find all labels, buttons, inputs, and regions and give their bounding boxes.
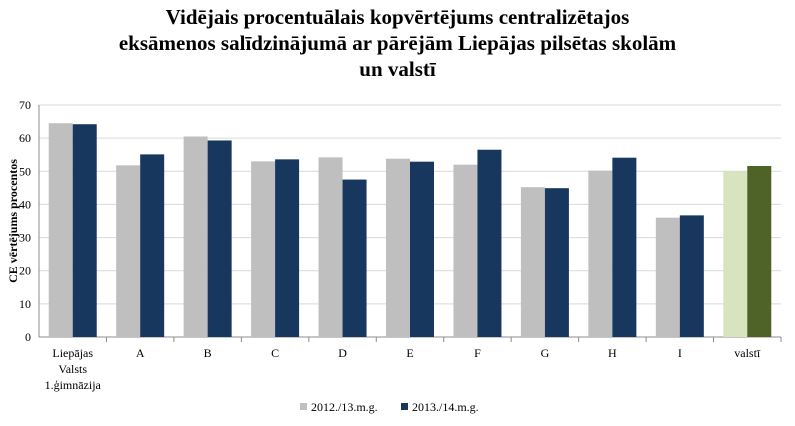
bar-series-1 — [453, 164, 478, 337]
bar-series-1 — [183, 136, 208, 337]
x-category-label: G — [541, 346, 550, 360]
x-category-label: I — [678, 346, 682, 360]
x-category-label: 1.ģimnāzija — [45, 378, 102, 392]
bar-series-2 — [747, 165, 772, 337]
legend-swatch — [300, 403, 307, 410]
y-tick-label: 60 — [19, 131, 31, 145]
legend: 2012./13.m.g. 2013./14.m.g. — [300, 400, 479, 414]
x-category-label: H — [608, 346, 617, 360]
bar-series-1 — [655, 217, 680, 337]
x-category-label: Liepājas — [52, 346, 93, 360]
y-tick-label: 50 — [19, 164, 31, 178]
chart-title-line-1: Vidējais procentuālais kopvērtējums cent… — [165, 5, 630, 29]
bar-series-2 — [477, 149, 502, 337]
bar-series-1 — [723, 171, 748, 337]
x-category-label: D — [338, 346, 347, 360]
bar-series-2 — [72, 124, 97, 337]
y-tick-label: 0 — [25, 330, 31, 344]
bars — [48, 123, 772, 337]
chart-title-line-2: eksāmenos salīdzinājumā ar pārējām Liepā… — [118, 31, 677, 55]
x-category-label: valstī — [734, 346, 761, 360]
y-tick-label: 40 — [19, 197, 31, 211]
bar-series-2 — [207, 140, 232, 337]
y-tick-label: 10 — [19, 297, 31, 311]
bar-series-1 — [251, 161, 276, 337]
bar-series-2 — [612, 157, 637, 337]
y-tick-label: 30 — [19, 231, 31, 245]
x-category-label: A — [136, 346, 145, 360]
bar-series-1 — [588, 170, 613, 337]
x-category-label: F — [474, 346, 481, 360]
bar-series-2 — [544, 188, 569, 337]
y-tick-labels: 0 10 20 30 40 50 60 70 — [19, 98, 31, 344]
bar-series-2 — [342, 179, 367, 337]
y-tick-label: 20 — [19, 264, 31, 278]
bar-series-1 — [116, 165, 141, 337]
bar-series-2 — [140, 154, 165, 337]
legend-label: 2013./14.m.g. — [412, 400, 479, 414]
x-category-label: C — [271, 346, 279, 360]
bar-series-1 — [318, 157, 343, 337]
bar-series-1 — [386, 158, 410, 337]
legend-swatch — [401, 403, 408, 410]
bar-series-1 — [48, 123, 73, 337]
bar-series-2 — [410, 161, 434, 337]
chart-title: Vidējais procentuālais kopvērtējums cent… — [0, 4, 795, 82]
legend-label: 2012./13.m.g. — [311, 400, 378, 414]
x-category-label: B — [204, 346, 212, 360]
bar-series-1 — [520, 187, 545, 337]
chart-title-line-3: un valstī — [359, 57, 436, 81]
y-tick-label: 70 — [19, 98, 31, 112]
x-category-label: E — [406, 346, 413, 360]
y-axis-label: CE vērtējums procentos — [6, 159, 20, 283]
bar-series-2 — [679, 215, 704, 337]
x-category-label: Valsts — [58, 362, 87, 376]
bar-series-2 — [275, 159, 300, 337]
